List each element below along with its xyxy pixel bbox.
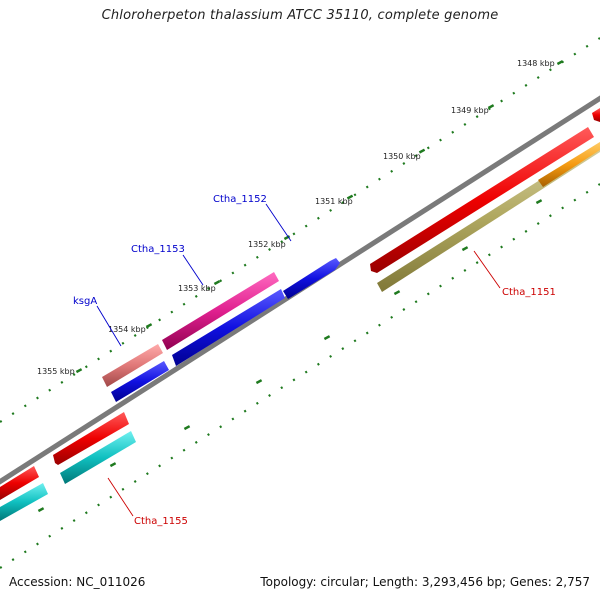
- gene-label-ksga[interactable]: ksgA: [73, 296, 97, 307]
- inner-major-ticks: [37, 199, 543, 513]
- gene-ctha-1153-feature[interactable]: [162, 272, 279, 350]
- accession-text: Accession: NC_011026: [9, 575, 146, 589]
- scale-label-1355: 1355 kbp: [37, 367, 75, 376]
- gene-left-red-arrow[interactable]: [0, 466, 39, 500]
- inner-scale-ring: [0, 183, 600, 569]
- gene-label-ctha-1151[interactable]: Ctha_1151: [502, 287, 556, 298]
- gene-orange-feature[interactable]: [538, 142, 600, 187]
- gene-top-right-arrow[interactable]: [592, 108, 600, 122]
- genome-summary-text: Topology: circular; Length: 3,293,456 bp…: [260, 575, 590, 589]
- scale-label-1353: 1353 kbp: [178, 284, 216, 293]
- gene-ctha-1153-arrow[interactable]: [172, 289, 285, 366]
- map-title: Chloroherpeton thalassium ATCC 35110, co…: [101, 8, 499, 23]
- leader-ksga: [96, 305, 122, 347]
- gene-label-ctha-1153[interactable]: Ctha_1153: [131, 244, 185, 255]
- gene-ksga-feature[interactable]: [102, 344, 163, 387]
- gene-ksga-arrow[interactable]: [111, 361, 169, 402]
- gene-left-cyan-feature[interactable]: [0, 483, 48, 521]
- scale-label-1351: 1351 kbp: [315, 197, 353, 206]
- scale-label-1350: 1350 kbp: [383, 152, 421, 161]
- scale-label-1352: 1352 kbp: [248, 240, 286, 249]
- gene-ctha-1152-arrow[interactable]: [283, 258, 340, 299]
- gene-ctha-1151-arrow[interactable]: [370, 127, 594, 273]
- gene-label-ctha-1152[interactable]: Ctha_1152: [213, 194, 267, 205]
- gene-label-ctha-1155[interactable]: Ctha_1155: [134, 516, 188, 527]
- gene-ctha-1155-arrow[interactable]: [53, 412, 129, 465]
- outer-scale-ring: [0, 37, 600, 423]
- outer-major-ticks: [75, 60, 564, 374]
- gene-ctha-1155-feature[interactable]: [60, 431, 136, 484]
- scale-label-1349: 1349 kbp: [451, 106, 489, 115]
- leader-ctha-1155: [107, 477, 134, 517]
- leader-ctha-1152: [265, 203, 292, 242]
- scale-label-1348: 1348 kbp: [517, 59, 555, 68]
- leader-ctha-1151: [473, 250, 501, 289]
- scale-label-1354: 1354 kbp: [108, 325, 146, 334]
- leader-ctha-1153: [182, 254, 204, 286]
